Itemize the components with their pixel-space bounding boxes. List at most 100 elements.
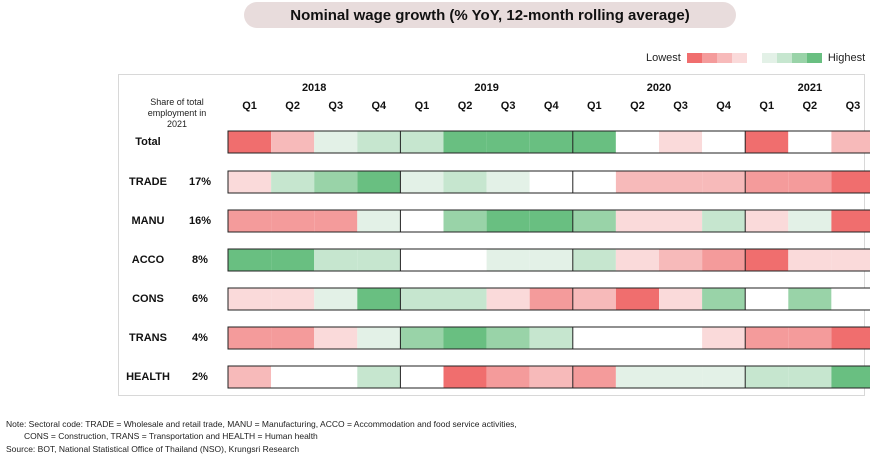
heatmap-cell [702,171,746,193]
heatmap-cell [314,171,358,193]
row-label: TRANS [129,332,167,344]
legend-swatches [686,53,822,63]
heatmap-cell [314,366,358,388]
heatmap-cell [615,210,659,232]
quarter-label: Q2 [630,100,645,112]
heatmap-cell [788,249,832,271]
heatmap-cell [529,327,573,349]
row-share: 8% [192,254,208,266]
heatmap-cell [788,171,832,193]
heatmap-cell [788,288,832,310]
heatmap-cell [529,131,573,153]
legend-swatch [701,53,717,63]
heatmap-cell [228,288,272,310]
quarter-label: Q3 [328,100,344,112]
row-outline [227,287,870,311]
heatmap-cell [443,288,487,310]
heatmap-cell [357,366,401,388]
heatmap-cell [788,327,832,349]
heatmap-cell [659,327,703,349]
heatmap-cell [443,366,487,388]
share-header: Share of total employment in 2021 [147,97,207,129]
heatmap-cell [314,131,358,153]
heatmap-cell [400,327,444,349]
quarter-label: Q2 [285,100,300,112]
heatmap-cell [400,366,444,388]
row-label: HEALTH [126,371,170,383]
heatmap-cell [529,210,573,232]
legend-high-label: Highest [827,52,866,64]
heatmap-cell [572,210,616,232]
source-line: Source: BOT, National Statistical Office… [6,444,300,454]
heatmap-cell [228,171,272,193]
note-line-2: CONS = Construction, TRANS = Transportat… [24,431,318,441]
color-legend: Lowest Highest [640,50,870,66]
year-label: 2018 [301,82,327,94]
heatmap-cell [357,171,401,193]
heatmap-cell [745,210,789,232]
heatmap-cell [357,249,401,271]
heatmap-cell [271,171,315,193]
heatmap-cell [486,131,530,153]
heatmap-cell [615,288,659,310]
quarter-label: Q3 [673,100,688,112]
heatmap-cell [443,171,487,193]
heatmap-cell [443,249,487,271]
heatmap-cell [659,288,703,310]
heatmap-cell [615,366,659,388]
row-outline [227,130,870,154]
heatmap-cell [615,327,659,349]
heatmap-cell [271,366,315,388]
heatmap-cell [486,249,530,271]
heatmap-cell [271,249,315,271]
heatmap-cell [659,171,703,193]
quarter-label: Q2 [457,100,473,112]
heatmap-cell [529,288,573,310]
quarter-label: Q1 [242,100,257,112]
heatmap-cell [702,288,746,310]
row-outline [227,248,870,272]
legend-swatch [791,53,807,63]
heatmap-cell [702,210,746,232]
heatmap-cell [357,288,401,310]
heatmap-cell [486,171,530,193]
heatmap-cell [486,327,530,349]
heatmap-cell [400,210,444,232]
row-outline [227,365,870,389]
row-label: ACCO [131,254,165,266]
heatmap-cell [788,131,832,153]
heatmap-cell [745,131,789,153]
heatmap-cell [831,327,870,349]
heatmap-cell [572,327,616,349]
heatmap-cell [486,366,530,388]
heatmap-cell [702,249,746,271]
heatmap-cell [314,327,358,349]
heatmap-cell [400,131,444,153]
quarter-label: Q1 [587,100,602,112]
row-share: 2% [192,371,208,383]
heatmap-cell [529,249,573,271]
quarter-label: Q3 [845,100,861,112]
heatmap-cell [572,249,616,271]
heatmap-cell [486,210,530,232]
quarter-label: Q1 [759,100,775,112]
heatmap-cell [745,366,789,388]
heatmap-cell [228,366,272,388]
heatmap-cell [745,171,789,193]
legend-swatch [731,53,747,63]
heatmap-cell [831,366,870,388]
heatmap-cell [271,327,315,349]
heatmap-cell [228,131,272,153]
legend-swatch [746,53,762,63]
heatmap-cell [228,210,272,232]
heatmap-cell [357,210,401,232]
row-label: TRADE [129,176,167,188]
heatmap-cell [314,288,358,310]
row-share: 4% [192,332,208,344]
quarter-label: Q1 [414,100,430,112]
heatmap-cell [702,366,746,388]
year-label: 2021 [797,82,823,94]
heatmap-cell [572,288,616,310]
heatmap-cell [745,288,789,310]
